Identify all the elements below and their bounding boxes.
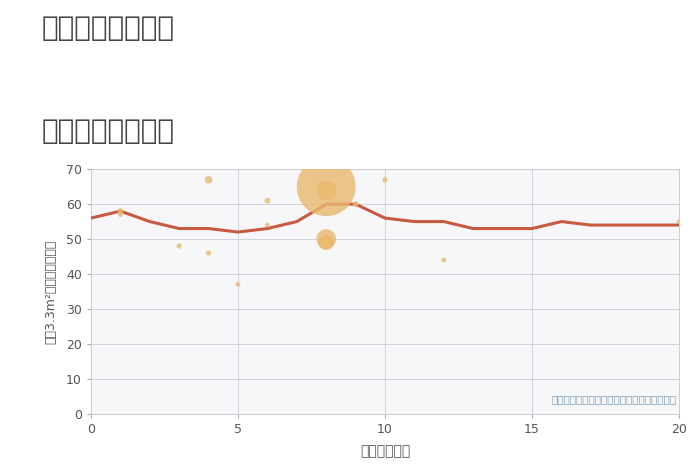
Point xyxy=(262,197,273,204)
Point xyxy=(673,218,685,225)
Point xyxy=(115,207,126,215)
Text: 駅距離別土地価格: 駅距離別土地価格 xyxy=(42,118,175,146)
Point xyxy=(350,200,361,208)
Point xyxy=(321,239,332,246)
Point xyxy=(379,176,391,183)
Point xyxy=(262,221,273,229)
Point xyxy=(232,281,244,288)
Point xyxy=(203,176,214,183)
Point xyxy=(321,187,332,194)
Y-axis label: 坪（3.3m²）単価（万円）: 坪（3.3m²）単価（万円） xyxy=(45,239,57,344)
Point xyxy=(115,211,126,219)
Text: 愛知県日進市栄の: 愛知県日進市栄の xyxy=(42,14,175,42)
Point xyxy=(174,242,185,250)
Point xyxy=(438,256,449,264)
X-axis label: 駅距離（分）: 駅距離（分） xyxy=(360,444,410,458)
Point xyxy=(321,183,332,190)
Text: 円の大きさは、取引のあった物件面積を示す: 円の大きさは、取引のあった物件面積を示す xyxy=(551,394,676,404)
Point xyxy=(321,235,332,243)
Point xyxy=(203,249,214,257)
